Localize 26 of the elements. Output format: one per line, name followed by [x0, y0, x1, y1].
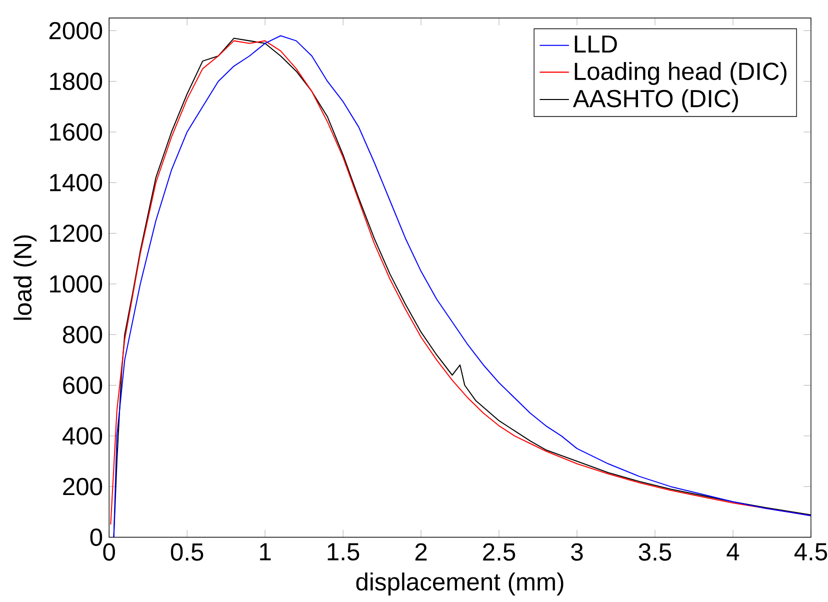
x-tick-label: 2.5 — [483, 543, 516, 561]
y-tick-label: 200 — [63, 478, 102, 496]
x-tick-label: 0.5 — [170, 543, 204, 561]
y-tick-label: 1200 — [50, 224, 102, 242]
y-tick-label: 1600 — [50, 123, 102, 141]
y-tick-label: 1000 — [50, 275, 102, 293]
x-tick-label: 4.5 — [794, 543, 828, 560]
x-tick-label: 2 — [415, 543, 427, 560]
y-tick-label: 600 — [63, 376, 102, 394]
x-tick-label: 3.5 — [638, 543, 672, 561]
x-axis-title: displacement (mm) — [356, 572, 564, 596]
y-axis-title: load (N) — [14, 235, 36, 320]
y-tick-label: 1800 — [50, 72, 102, 90]
y-tick-label: 2000 — [49, 22, 102, 40]
y-tick-label: 400 — [62, 427, 102, 445]
y-tick-label: 1400 — [50, 174, 102, 192]
x-tick-label: 4 — [726, 543, 740, 560]
x-tick-label: 1 — [260, 543, 271, 560]
legend-label: LLD — [574, 36, 617, 53]
legend-label: AASHTO (DIC) — [572, 89, 738, 112]
x-tick-label: 1.5 — [328, 543, 360, 560]
x-tick-label: 0 — [103, 543, 115, 561]
y-tick-label: 800 — [63, 326, 102, 344]
x-tick-label: 3 — [571, 543, 583, 561]
legend-label: Loading head (DIC) — [574, 62, 786, 85]
y-tick-label: 0 — [90, 528, 102, 546]
